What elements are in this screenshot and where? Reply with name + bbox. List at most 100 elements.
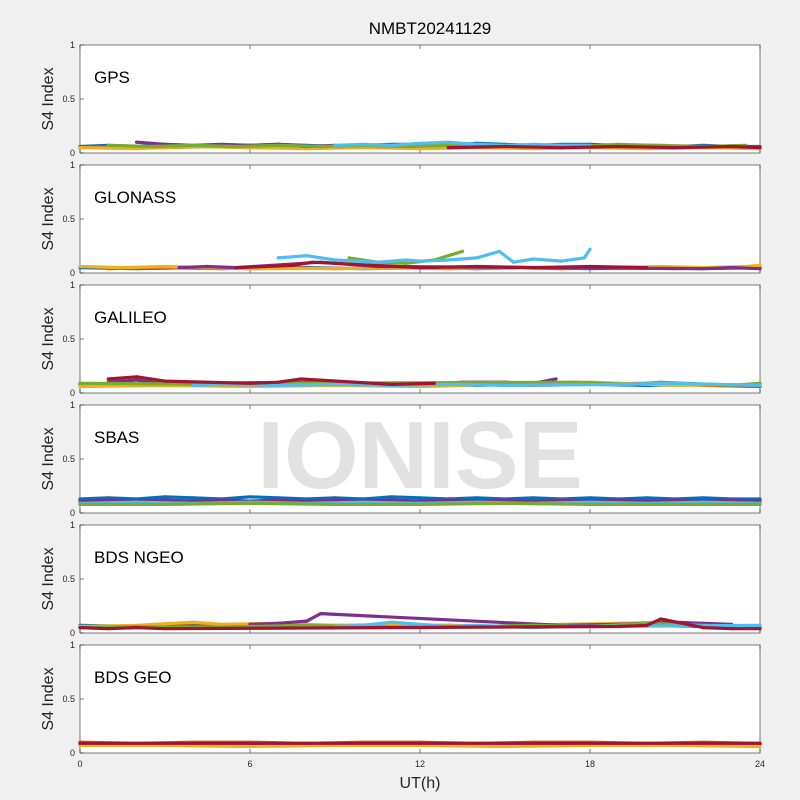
panel-2-series-4-point-3 [574,380,578,384]
panel-1-series-6-point-6 [531,266,535,270]
panel-0-series-5-point-3 [418,141,422,145]
panel-4-ytick-label-2: 1 [70,520,75,530]
panel-1-series-6-point-2 [290,263,295,268]
panel-5-series-2-point-2 [248,744,252,749]
panel-2-series-5-point-9 [758,383,762,388]
panel-3-series-1-point-13 [446,498,450,502]
panel-0-series-5 [333,140,592,147]
panel-3-series-0-point-22 [701,496,705,500]
panel-3-series-1-point-9 [333,498,337,502]
panel-2-series-6-point-0 [106,377,110,381]
panel-0-series-6 [446,144,762,150]
panel-0-series-4-point-4 [276,143,280,148]
panel-2-series-6 [106,375,436,386]
x-axis-label: UT(h) [400,775,441,792]
panel-2-series-6-point-3 [248,381,252,385]
panel-5-series-3-point-3 [418,741,422,745]
panel-4-series-2-point-3 [220,622,224,626]
panel-0-series-5-point-1 [361,142,365,146]
panel-4-series-2-point-2 [191,620,195,624]
panel-2-series-3-point-9 [554,377,558,381]
panel-0-series-4 [106,142,748,149]
panel-3-series-1-point-11 [390,498,394,502]
panel-3-series-3-point-8 [758,502,762,506]
panel-1-series-2-point-1 [120,266,125,270]
panel-0-series-4-point-2 [191,143,195,148]
panel-2-series-6-point-1 [135,375,139,379]
panel-3-series-0-point-20 [645,496,649,500]
panel-0-label: GPS [94,68,130,87]
panel-1-ytick-label-2: 1 [70,160,75,170]
panel-4-series-5-point-2 [390,620,394,624]
panel-1-series-5-point-3 [375,260,380,264]
panel-4-series-6-point-4 [616,624,620,629]
panel-2-series-5-point-5 [446,382,450,386]
panel-1-series-5-point-4 [404,258,408,262]
x-tick-label-2: 12 [415,759,425,769]
panel-1-ytick-label-0: 0 [70,268,75,278]
panel-1-series-6-point-0 [234,266,238,270]
panel-5-plot-area [79,644,761,754]
panel-1-series-3-point-7 [730,266,734,270]
panel-1-series-6-point-8 [645,266,649,270]
panel-3-series-3-point-0 [78,502,82,506]
panel-1: 0 0.5 1 GLONASS S4 Index [40,160,762,278]
panel-0-series-3-point-0 [135,140,139,144]
panel-3-series-0-point-12 [418,496,422,500]
panel-3-series-3-point-1 [163,502,167,506]
panel-4-series-6-point-1 [106,627,110,631]
panel-5-series-2-point-5 [503,744,507,749]
panel-0-ytick-label-2: 1 [70,40,75,50]
panel-4-ytick-label-1: 0.5 [62,574,75,584]
panel-0-ytick-label-0: 0 [70,148,75,158]
panel-4-series-5-point-8 [758,623,762,628]
panel-4-series-6-point-0 [78,626,82,630]
panel-4: 0 0.5 1 BDS NGEO S4 Index [40,520,762,638]
panel-3-series-3-point-3 [333,502,337,506]
panel-1-series-5 [276,247,592,264]
panel-0-series-2-point-6 [418,147,422,151]
panel-4-series-6-point-6 [659,617,663,621]
panel-3-series-0-point-16 [531,496,535,500]
panel-0: 0 0.5 1 GPS S4 Index [40,40,762,158]
panel-2-series-5-point-7 [616,382,620,386]
panel-4-series-6-point-9 [758,627,762,631]
panel-1-series-6-point-1 [262,264,266,269]
panel-5-series-3-point-1 [191,741,195,745]
panel-3-series-3-point-7 [673,502,677,506]
panel-0-series-6-point-5 [730,144,734,149]
panel-3-ytick-label-1: 0.5 [62,454,75,464]
panel-3-series-0-point-14 [475,496,479,500]
panel-3-series-3-point-2 [248,501,252,505]
panel-1-series-3-point-1 [205,264,210,269]
panel-5-ytick-label-0: 0 [70,748,75,758]
panel-1-series-5-point-1 [305,254,309,258]
panel-3-series-0-point-18 [588,496,592,500]
x-tick-label-1: 6 [247,759,252,769]
panel-5-series-3-point-6 [758,741,762,745]
panel-1-series-5-point-2 [333,258,337,262]
panel-2-series-3-point-1 [135,378,139,382]
panel-3-series-1-point-7 [276,498,280,502]
panel-1-series-5-point-9 [511,260,516,264]
panel-0-series-4-point-1 [149,144,153,149]
panel-2-ytick-label-1: 0.5 [62,334,75,344]
panel-3-series-1-point-17 [560,498,564,502]
panel-2-series-6-point-4 [276,380,280,384]
panel-1-plot-area [79,164,761,274]
panel-0-series-5-point-7 [531,142,535,146]
panel-4-series-3-point-3 [319,611,323,616]
panel-3-series-1-point-19 [616,498,620,502]
panel-4-plot-area [79,524,761,634]
panel-0-ylabel: S4 Index [40,67,57,130]
panel-1-series-2-point-0 [78,264,82,269]
panel-3-series-0-point-4 [191,496,195,500]
panel-0-series-5-point-2 [390,143,394,148]
panel-1-series-6-point-4 [418,266,422,270]
panel-5-series-3-point-4 [531,741,535,745]
panel-3-ytick-label-2: 1 [70,400,75,410]
panel-1-series-6-point-5 [475,264,479,269]
x-tick-label-3: 18 [585,759,595,769]
panel-1-series-5-point-6 [446,258,450,262]
